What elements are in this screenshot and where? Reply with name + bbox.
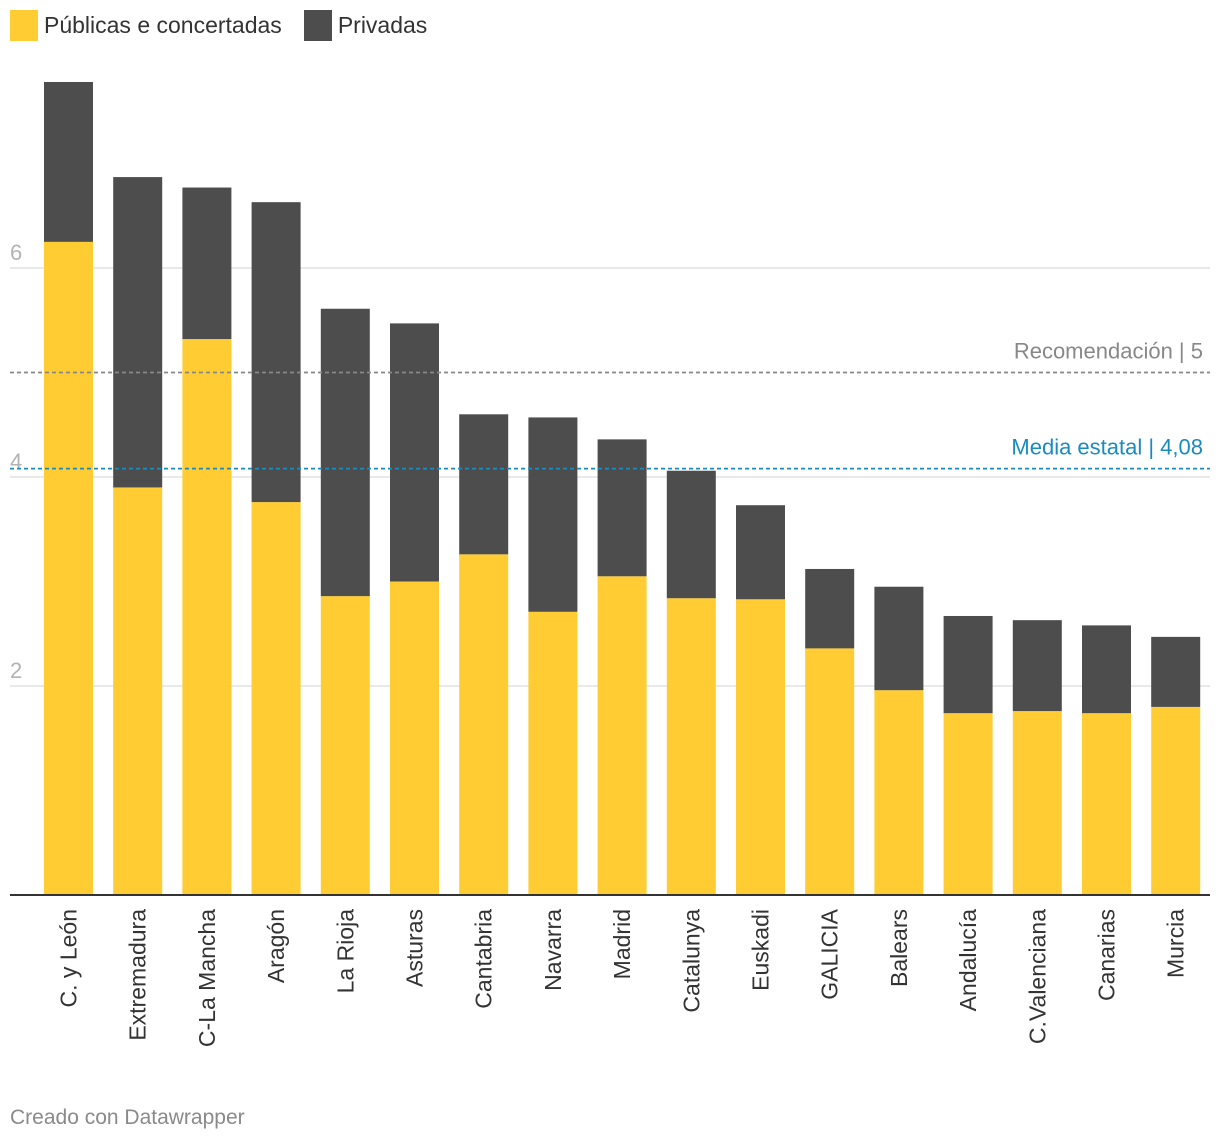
legend-swatch-privadas [303,10,332,41]
reference-label-recomendacion: Recomendación | 5 [1014,339,1203,364]
legend-item-privadas: Privadas [303,10,428,41]
x-tick-label: Madrid [609,909,635,979]
bar-publicas [943,713,993,895]
bar-privadas [44,81,93,242]
bar-privadas [597,439,647,577]
x-tick-label: Navarra [540,909,566,991]
bar-publicas [390,581,439,895]
y-tick-label-2: 2 [10,658,22,683]
bar-publicas [666,598,716,895]
x-tick-label: Catalunya [678,909,704,1013]
bar-privadas [1151,636,1201,707]
bar-publicas [1012,711,1062,895]
x-tick-label: Euskadi [748,909,774,991]
legend-item-publicas: Públicas e concertadas [10,10,282,41]
x-tick-label: Murcia [1163,909,1189,978]
bar-publicas [182,339,232,895]
x-tick-label: Extremadura [125,909,151,1041]
bar-privadas [666,470,716,599]
bar-publicas [44,241,93,895]
bar-privadas [251,202,301,503]
bar-publicas [736,599,785,895]
x-tick-label: C-La Mancha [194,909,220,1047]
bar-privadas [805,568,855,649]
bar-privadas [459,414,509,555]
chart-legend: Públicas e concertadas Privadas [10,10,427,41]
x-tick-label: Balears [886,909,912,987]
footer-credit: Creado con Datawrapper [10,1106,245,1129]
bar-privadas [113,177,163,488]
y-tick-label-4: 4 [10,449,22,474]
bar-publicas [251,502,301,895]
reference-label-media: Media estatal | 4,08 [1011,435,1203,460]
bar-publicas [805,648,855,895]
x-tick-label: Canarias [1094,909,1120,1001]
x-tick-label: La Rioja [332,909,358,994]
bar-privadas [182,187,232,340]
bar-privadas [736,505,785,600]
bar-privadas [943,615,993,714]
bar-publicas [1151,706,1201,895]
y-tick-label-6: 6 [10,240,22,265]
bar-publicas [1082,713,1131,895]
bar-publicas [597,576,647,895]
x-tick-label: C.Valenciana [1024,909,1050,1044]
bar-publicas [459,554,509,895]
bar-privadas [320,308,370,597]
x-tick-label: Cantabria [471,909,497,1009]
x-tick-label: Asturas [402,909,428,987]
x-tick-label: GALICIA [817,908,843,999]
bar-privadas [1082,625,1131,714]
x-tick-label: C. y León [56,909,82,1007]
bar-privadas [874,586,924,691]
bar-privadas [390,323,439,582]
bar-publicas [113,487,163,895]
bar-publicas [528,611,578,895]
legend-swatch-publicas [10,10,38,41]
bar-publicas [874,690,924,895]
legend-label-privadas: Privadas [337,12,428,38]
x-tick-label: Aragón [263,909,289,983]
x-tick-label: Andalucía [955,909,981,1012]
bar-privadas [1012,620,1062,712]
bar-privadas [528,417,578,612]
bar-publicas [320,596,370,895]
legend-label-publicas: Públicas e concertadas [44,12,282,38]
